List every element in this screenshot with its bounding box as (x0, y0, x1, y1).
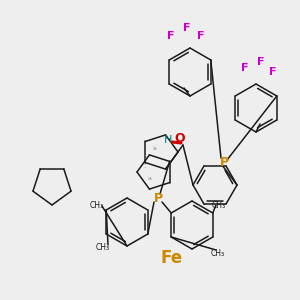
Text: :: : (143, 163, 145, 169)
Text: CH₃: CH₃ (211, 248, 225, 257)
Text: a: a (153, 146, 157, 151)
Text: F: F (257, 57, 265, 67)
Text: a: a (148, 176, 152, 181)
Text: P: P (153, 191, 163, 205)
Text: F: F (183, 23, 191, 33)
Text: P: P (219, 157, 229, 169)
Text: F: F (167, 31, 175, 41)
Text: Fe: Fe (161, 249, 183, 267)
Text: CH₃: CH₃ (212, 200, 226, 209)
Text: F: F (197, 31, 205, 41)
Text: CH₃: CH₃ (96, 244, 110, 253)
Text: :: : (143, 154, 145, 160)
Text: O: O (175, 131, 185, 145)
Text: F: F (269, 67, 277, 77)
Text: F: F (241, 63, 249, 73)
Text: CH₃: CH₃ (90, 202, 104, 211)
Text: H: H (164, 135, 172, 145)
